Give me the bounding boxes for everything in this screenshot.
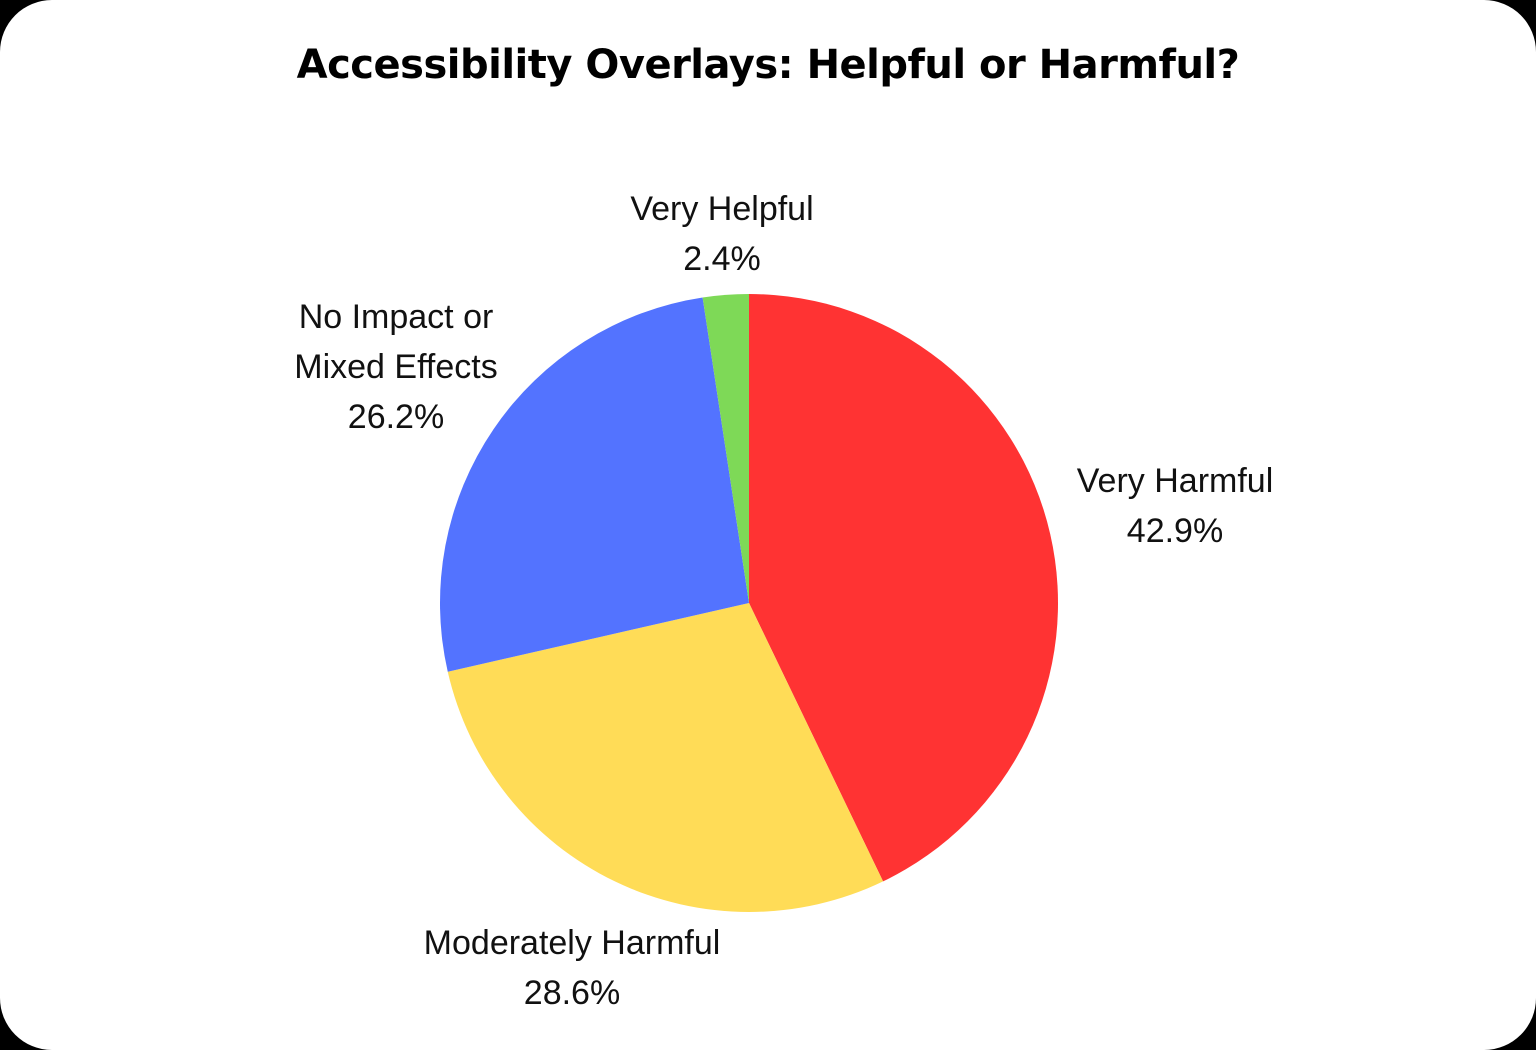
pie-slice-moderately-harmful <box>447 603 884 912</box>
label-no-impact-mixed: No Impact or Mixed Effects 26.2% <box>256 292 536 442</box>
slice-label: Very Helpful <box>630 190 814 228</box>
label-very-harmful: Very Harmful 42.9% <box>1030 456 1320 556</box>
pie-slice-very-helpful <box>702 294 749 603</box>
pie-slices <box>440 294 1058 912</box>
slice-label: Moderately Harmful <box>423 924 721 962</box>
slice-percentage: 42.9% <box>1126 512 1224 550</box>
slice-label-line2: Mixed Effects <box>294 348 498 386</box>
pie-slice-no-impact-or-mixed-effects <box>440 297 749 672</box>
slice-percentage: 2.4% <box>683 240 761 278</box>
slice-label: No Impact or <box>298 298 494 336</box>
pie-slice-very-harmful <box>749 294 1058 882</box>
label-very-helpful: Very Helpful 2.4% <box>592 184 852 284</box>
label-moderately-harmful: Moderately Harmful 28.6% <box>372 918 772 1018</box>
slice-label: Very Harmful <box>1076 462 1274 500</box>
chart-title: Accessibility Overlays: Helpful or Harmf… <box>296 42 1240 88</box>
slice-percentage: 28.6% <box>523 974 621 1012</box>
slice-percentage: 26.2% <box>347 398 445 436</box>
